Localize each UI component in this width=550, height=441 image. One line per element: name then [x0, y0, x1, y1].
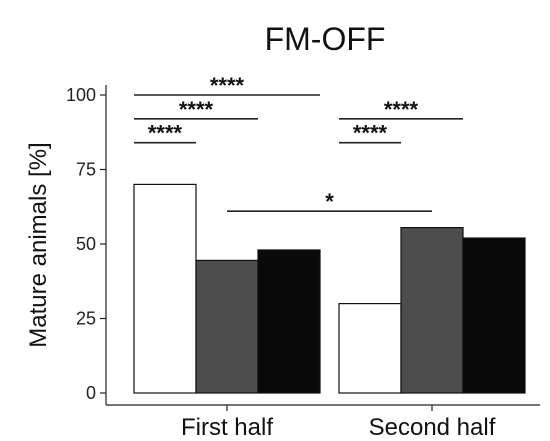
- y-axis: 0 25 50 75 100: [66, 85, 107, 405]
- x-axis: First half Second half: [106, 404, 540, 441]
- y-tick-label: 25: [76, 309, 96, 329]
- bar: [133, 183, 197, 394]
- y-axis-label: Mature animals [%]: [25, 142, 52, 347]
- bar: [462, 237, 526, 394]
- x-category-label: First half: [181, 414, 273, 441]
- chart-title: FM-OFF: [265, 21, 386, 57]
- y-tick-label: 0: [86, 383, 96, 403]
- significance-label: ****: [384, 97, 419, 122]
- y-tick-label: 100: [66, 85, 96, 105]
- significance-label: ****: [179, 97, 214, 122]
- significance-label: ****: [148, 121, 183, 146]
- significance-label: ****: [210, 73, 245, 98]
- y-tick-label: 75: [76, 160, 96, 180]
- significance-label: *: [325, 189, 334, 214]
- x-category-label: Second half: [369, 414, 496, 441]
- bar: [400, 227, 464, 394]
- y-tick-label: 50: [76, 234, 96, 254]
- bar: [257, 249, 321, 394]
- bars-group: [133, 183, 526, 394]
- bar: [195, 259, 259, 394]
- significance-annotations: *********************: [134, 73, 463, 214]
- significance-label: ****: [353, 121, 388, 146]
- bar: [338, 303, 402, 394]
